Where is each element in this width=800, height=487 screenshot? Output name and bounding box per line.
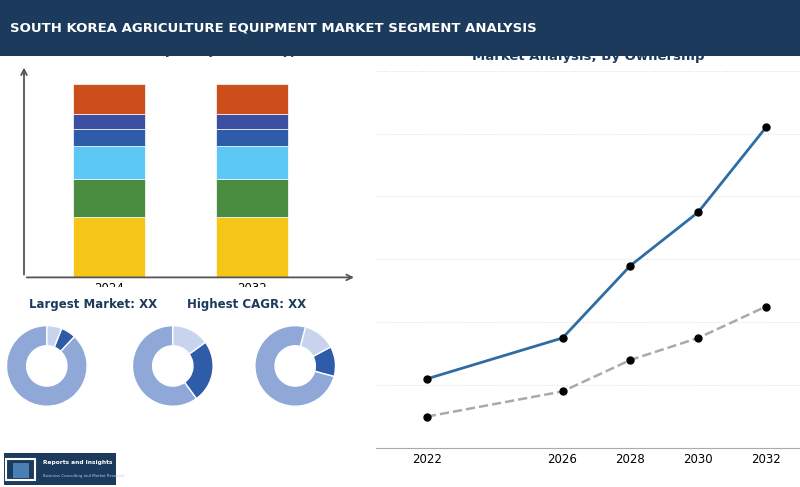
Text: SOUTH KOREA AGRICULTURE EQUIPMENT MARKET SEGMENT ANALYSIS: SOUTH KOREA AGRICULTURE EQUIPMENT MARKET…: [10, 21, 536, 35]
Bar: [217, 129, 288, 147]
Wedge shape: [313, 347, 335, 376]
Wedge shape: [47, 326, 62, 347]
Wedge shape: [255, 326, 334, 406]
Bar: [217, 147, 288, 179]
Bar: [217, 217, 288, 278]
FancyBboxPatch shape: [6, 459, 35, 481]
Bar: [73, 114, 145, 129]
Wedge shape: [301, 327, 330, 356]
Bar: [73, 147, 145, 179]
Bar: [73, 179, 145, 217]
Bar: [73, 84, 145, 114]
Text: Largest Market: XX: Largest Market: XX: [29, 298, 157, 311]
FancyBboxPatch shape: [13, 463, 29, 478]
Text: Business Consulting and Market Research: Business Consulting and Market Research: [43, 474, 125, 478]
Bar: [217, 114, 288, 129]
Wedge shape: [185, 342, 213, 398]
Wedge shape: [173, 326, 206, 354]
Title: Market Analysis, By Ownership: Market Analysis, By Ownership: [472, 50, 704, 62]
Bar: [217, 84, 288, 114]
Wedge shape: [133, 326, 197, 406]
Bar: [73, 217, 145, 278]
Wedge shape: [6, 326, 87, 406]
Wedge shape: [54, 328, 74, 351]
Text: Reports and Insights: Reports and Insights: [43, 460, 113, 465]
Text: Revenue Share Analysis, By Product Type: Revenue Share Analysis, By Product Type: [30, 44, 306, 57]
Bar: [73, 129, 145, 147]
Bar: [217, 179, 288, 217]
Text: Highest CAGR: XX: Highest CAGR: XX: [187, 298, 306, 311]
